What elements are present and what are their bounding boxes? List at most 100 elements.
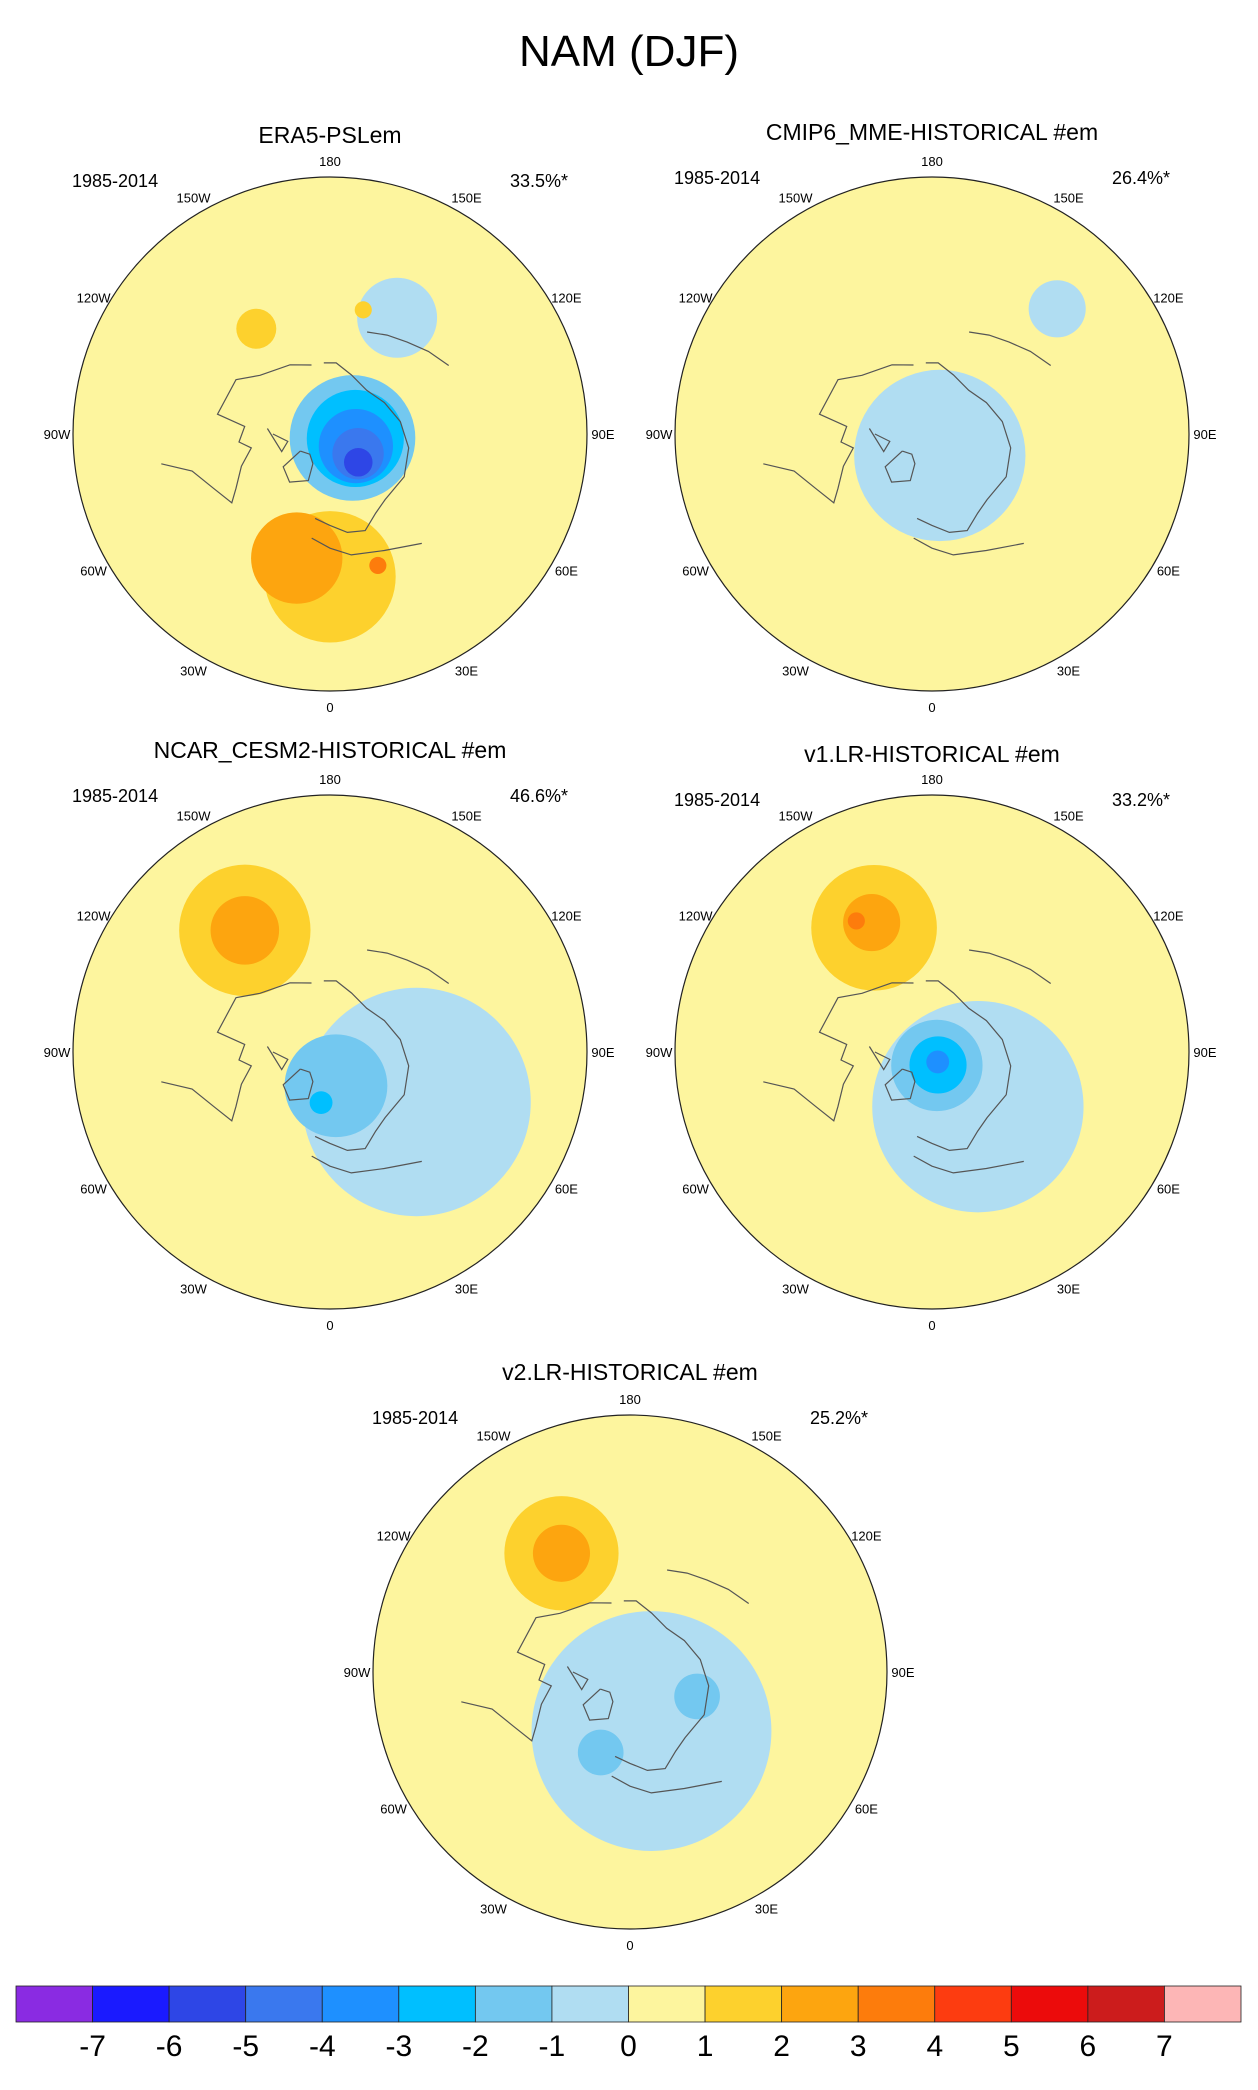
lon-label: 120W [377, 1529, 412, 1544]
lon-label: 90W [646, 1045, 673, 1060]
contour-region [357, 277, 438, 358]
lon-label: 60E [1157, 1182, 1180, 1197]
colorbar-label: -4 [309, 2030, 336, 2063]
lon-label: 30W [180, 663, 207, 678]
lon-label: 30E [455, 663, 478, 678]
contour-region [354, 301, 372, 319]
lon-label: 90W [646, 427, 673, 442]
panel-title: CMIP6_MME-HISTORICAL #em [766, 119, 1098, 145]
panel-period: 1985-2014 [674, 790, 760, 810]
coastlines [763, 331, 1052, 556]
colorbar-swatch [704, 1985, 783, 2023]
coastlines [161, 331, 450, 556]
map-panel-1: 180 150E 120E 90E 60E 30E 0 30W 60W 90W 120W 150W ER… [44, 122, 615, 715]
lon-label: 90E [591, 427, 614, 442]
lon-label: 0 [326, 700, 333, 715]
map-panel-4: 180 150E 120E 90E 60E 30E 0 30W 60W 90W 120W 150W v1… [646, 741, 1217, 1333]
colorbar-swatch [781, 1985, 859, 2023]
colorbar-label: 5 [1003, 2030, 1020, 2063]
lon-label: 120W [77, 291, 112, 306]
lon-label: 90E [591, 1045, 614, 1060]
colorbar-swatch [398, 1985, 476, 2023]
lon-label: 60W [682, 564, 709, 579]
lon-label: 120W [77, 909, 112, 924]
lon-label: 30W [480, 1901, 507, 1916]
lon-label: 120W [679, 909, 714, 924]
contour-region [577, 1729, 624, 1776]
panel-title: v2.LR-HISTORICAL #em [502, 1359, 758, 1385]
map-panel-3: 180 150E 120E 90E 60E 30E 0 30W 60W 90W 120W 150W NC… [44, 737, 615, 1333]
coastlines [461, 1569, 750, 1794]
lon-label: 90E [891, 1665, 914, 1680]
lon-label: 180 [319, 772, 341, 787]
panel-variance: 26.4%* [1112, 168, 1170, 188]
colorbar-label: 6 [1080, 2030, 1097, 2063]
lon-label: 90E [1193, 1045, 1216, 1060]
lon-label: 30E [755, 1901, 778, 1916]
contour-region [236, 308, 277, 349]
lon-label: 150W [177, 809, 212, 824]
map-border [72, 794, 588, 1310]
contour-region [210, 896, 280, 965]
contour-region [532, 1524, 591, 1582]
map-border [674, 794, 1190, 1310]
contour-region [343, 447, 373, 477]
colorbar-label: 1 [697, 2030, 714, 2063]
panel-period: 1985-2014 [72, 171, 158, 191]
map-panel-5: 180 150E 120E 90E 60E 30E 0 30W 60W 90W 120W 150W v2… [344, 1359, 915, 1953]
colorbar-swatch [628, 1985, 706, 2023]
lon-label: 150E [1053, 809, 1084, 824]
contour-region [1028, 280, 1086, 338]
contour-region [872, 1001, 1084, 1213]
panel-period: 1985-2014 [372, 1408, 458, 1428]
colorbar-swatch [321, 1985, 400, 2023]
coastlines [161, 949, 450, 1174]
lon-label: 30E [1057, 663, 1080, 678]
lon-label: 0 [928, 700, 935, 715]
colorbar-swatch [245, 1985, 323, 2023]
lon-label: 0 [928, 1318, 935, 1333]
colorbar-label: -1 [539, 2030, 566, 2063]
panel-period: 1985-2014 [674, 168, 760, 188]
panel-period: 1985-2014 [72, 786, 158, 806]
panel-variance: 33.5%* [510, 171, 568, 191]
colorbar-swatch [1010, 1985, 1089, 2023]
lon-label: 120E [1153, 291, 1184, 306]
contour-region [847, 912, 865, 930]
lon-label: 150W [779, 191, 814, 206]
contour-field [811, 864, 1084, 1213]
lon-label: 120W [679, 291, 714, 306]
panel-title: v1.LR-HISTORICAL #em [804, 741, 1060, 767]
lon-label: 30W [782, 663, 809, 678]
colorbar-swatch [92, 1985, 170, 2023]
lon-label: 0 [326, 1318, 333, 1333]
lon-label: 30E [1057, 1281, 1080, 1296]
map-border [372, 1414, 888, 1930]
colorbar-swatch [474, 1985, 553, 2023]
contour-field [236, 277, 438, 643]
lon-label: 150E [1053, 191, 1084, 206]
colorbar-swatch [1164, 1985, 1242, 2023]
contour-region [369, 556, 387, 575]
lon-label: 150W [779, 809, 814, 824]
colorbar-label: -5 [232, 2030, 259, 2063]
lon-label: 180 [921, 154, 943, 169]
lon-label: 120E [551, 291, 582, 306]
lon-label: 60W [80, 564, 107, 579]
contour-field [854, 280, 1086, 542]
colorbar-label: -2 [462, 2030, 489, 2063]
contour-region [284, 1034, 388, 1138]
lon-label: 60W [682, 1182, 709, 1197]
map-border [72, 176, 588, 692]
coastlines [763, 949, 1052, 1174]
colorbar-label: 4 [926, 2030, 943, 2063]
lon-label: 120E [1153, 909, 1184, 924]
map-panels: 180 150E 120E 90E 60E 30E 0 30W 60W 90W 120W 150W ER… [44, 119, 1217, 1953]
lon-label: 60W [380, 1802, 407, 1817]
colorbar-swatch [857, 1985, 936, 2023]
lon-label: 90E [1193, 427, 1216, 442]
lon-label: 60E [1157, 564, 1180, 579]
panel-variance: 33.2%* [1112, 790, 1170, 810]
lon-label: 90W [44, 1045, 71, 1060]
